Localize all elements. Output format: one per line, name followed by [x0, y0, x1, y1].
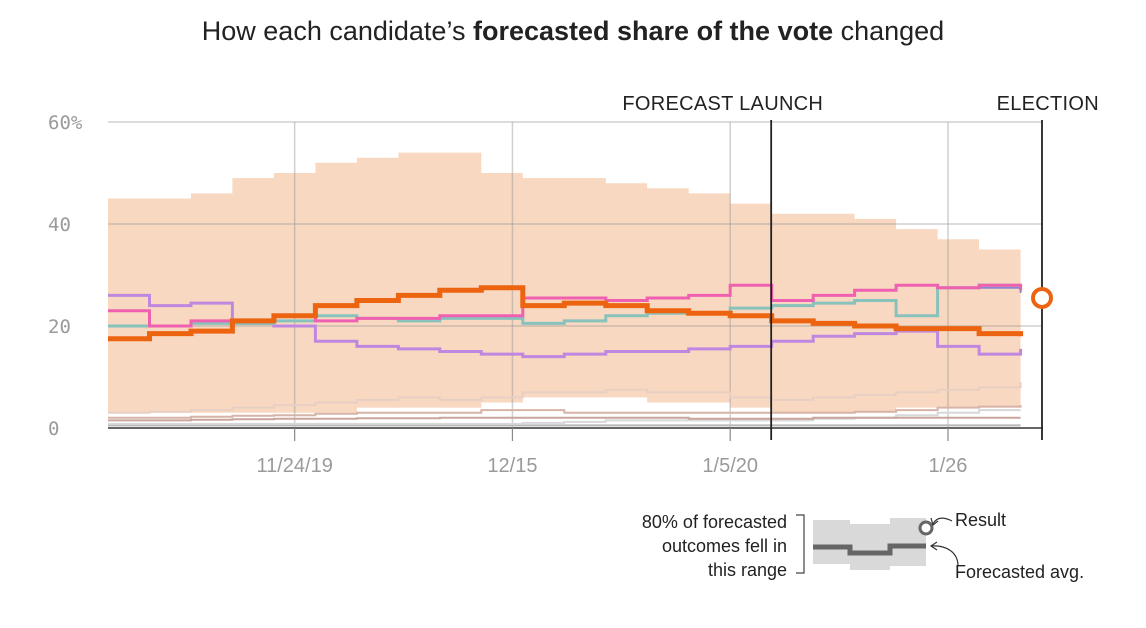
- series-line-minor-candidate-d: [108, 409, 1021, 425]
- series-line-highlighted-candidate: [108, 285, 1024, 342]
- title-bold: forecasted share of the vote: [472, 16, 834, 46]
- legend-result-label: Result: [955, 510, 1006, 530]
- forecast-range-band: [108, 152, 1021, 413]
- title-pre: How each candidate’s: [201, 16, 473, 46]
- x-tick-label-39: 12/15: [487, 455, 537, 477]
- series-line-minor-candidate-c: [108, 416, 1021, 422]
- series-line-minor-candidate-b: [108, 405, 1022, 419]
- event-label-0: FORECAST LAUNCH: [622, 93, 823, 115]
- legend-range-line-2: outcomes fell in: [662, 536, 787, 556]
- y-tick-label-0: 0: [48, 418, 59, 440]
- title-post: changed: [833, 16, 945, 46]
- x-tick-label-18: 11/24/19: [256, 455, 332, 477]
- legend-avg-label: Forecasted avg.: [955, 562, 1084, 582]
- x-tick-label-60: 1/5/20: [702, 455, 758, 477]
- legend-avg-line: [813, 543, 926, 556]
- y-tick-label-60: 60%: [48, 112, 83, 134]
- legend-result-marker: [918, 520, 934, 536]
- y-tick-label-20: 20: [48, 316, 71, 338]
- axis-layer: 0 20 40 60% 11/24/19 12/15 1/5/20 1/26 FORECAST …: [48, 93, 1099, 477]
- legend-range-line-1: 80% of forecasted: [642, 512, 787, 532]
- series-layer: [108, 283, 1024, 427]
- x-tick-label-81: 1/26: [929, 455, 968, 477]
- band-layer: [108, 152, 1021, 413]
- legend-layer: 80% of forecasted outcomes fell in this …: [642, 510, 1084, 582]
- series-line-minor-candidate-a: [108, 382, 1022, 414]
- legend-result-arrowhead: [930, 517, 939, 527]
- y-tick-label-40: 40: [48, 214, 71, 236]
- legend-range-line-3: this range: [708, 560, 787, 580]
- event-label-1: ELECTION: [997, 93, 1099, 115]
- legend-avg-arrowhead: [929, 541, 938, 551]
- legend-bracket: [796, 514, 805, 574]
- legend-result-arrow: [932, 517, 953, 525]
- legend-avg-arrow: [930, 545, 959, 567]
- series-line-teal-candidate: [108, 283, 1021, 328]
- legend-band: [813, 518, 926, 570]
- result-marker: [1031, 286, 1053, 309]
- chart-title: How each candidate’s forecasted share of…: [0, 16, 1146, 47]
